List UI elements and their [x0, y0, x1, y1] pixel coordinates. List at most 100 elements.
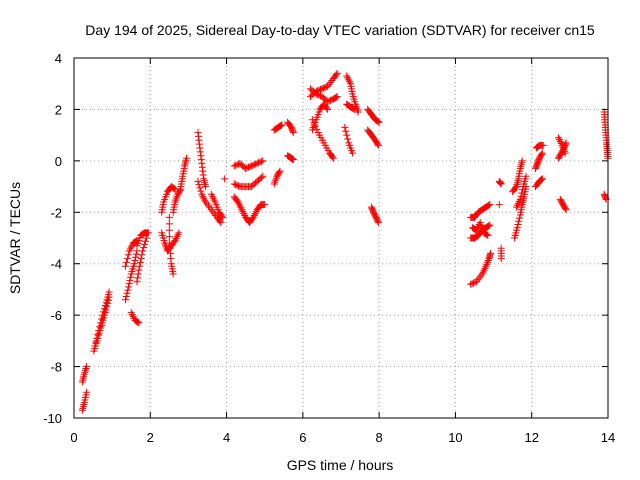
- data-point: [99, 311, 107, 319]
- data-point: [289, 129, 297, 137]
- data-point: [487, 249, 495, 257]
- data-point: [517, 192, 525, 200]
- data-point: [131, 257, 139, 264]
- data-point: [538, 176, 546, 183]
- data-point: [91, 342, 99, 350]
- data-point: [278, 121, 286, 129]
- data-point: [497, 255, 505, 263]
- data-points: [78, 69, 612, 414]
- data-point: [374, 141, 382, 149]
- data-point: [515, 217, 523, 225]
- data-point: [344, 135, 352, 143]
- data-point: [314, 91, 322, 99]
- data-point: [138, 251, 146, 259]
- data-point: [561, 204, 569, 212]
- data-point: [345, 76, 353, 84]
- y-tick-label: 2: [55, 102, 62, 117]
- data-point: [141, 240, 149, 248]
- data-point: [316, 86, 324, 93]
- data-point: [242, 165, 250, 173]
- data-point: [516, 214, 524, 222]
- data-point: [121, 296, 129, 304]
- data-point: [495, 201, 503, 209]
- data-point: [130, 260, 138, 268]
- data-point: [519, 186, 527, 194]
- data-point: [277, 122, 285, 129]
- data-point: [81, 366, 89, 374]
- data-point: [255, 159, 263, 167]
- data-point: [196, 184, 204, 192]
- y-tick-label: 0: [55, 154, 62, 169]
- data-point: [257, 158, 265, 165]
- data-point: [125, 280, 133, 288]
- data-point: [200, 194, 208, 202]
- data-point: [135, 266, 143, 274]
- data-point: [259, 172, 267, 180]
- data-point: [183, 154, 191, 162]
- data-point: [176, 186, 184, 194]
- data-point: [562, 206, 570, 214]
- y-tick-label: -4: [50, 257, 62, 272]
- data-point: [135, 319, 143, 327]
- data-point: [486, 221, 494, 229]
- data-point: [134, 274, 142, 282]
- data-point: [484, 231, 492, 239]
- data-point: [512, 184, 520, 192]
- data-point: [165, 220, 173, 228]
- data-point: [169, 270, 177, 278]
- data-point: [342, 127, 350, 135]
- data-point: [374, 118, 382, 126]
- x-tick-label: 0: [70, 430, 77, 445]
- data-point: [513, 224, 521, 232]
- data-point: [319, 84, 327, 92]
- data-point: [324, 105, 332, 113]
- data-point: [80, 370, 88, 378]
- data-point: [122, 258, 130, 266]
- data-point: [333, 69, 341, 77]
- data-point: [101, 305, 109, 313]
- data-point: [93, 334, 101, 342]
- data-point: [197, 187, 205, 195]
- x-tick-label: 14: [601, 430, 615, 445]
- data-point: [132, 253, 140, 261]
- data-point: [325, 97, 333, 105]
- data-point: [289, 156, 297, 164]
- data-point: [133, 278, 141, 286]
- data-point: [170, 185, 178, 192]
- data-point: [127, 273, 135, 281]
- data-point: [538, 149, 546, 157]
- data-point: [486, 201, 494, 209]
- data-point: [246, 163, 254, 171]
- data-point: [82, 365, 90, 372]
- data-point: [538, 175, 546, 183]
- data-point: [329, 154, 337, 162]
- data-point: [234, 182, 242, 190]
- data-point: [144, 229, 152, 237]
- data-point: [134, 318, 142, 326]
- data-point: [374, 217, 382, 225]
- data-point: [125, 283, 133, 291]
- data-point: [219, 213, 227, 221]
- data-point: [81, 368, 89, 376]
- data-point: [261, 201, 269, 209]
- data-point: [333, 93, 341, 101]
- data-point: [83, 388, 91, 396]
- data-point: [332, 93, 340, 101]
- data-point: [324, 98, 332, 106]
- data-point: [374, 219, 382, 227]
- data-point: [230, 180, 238, 188]
- data-point: [98, 315, 106, 323]
- data-point: [483, 231, 491, 239]
- data-point: [134, 270, 142, 278]
- x-tick-label: 6: [299, 430, 306, 445]
- data-point: [140, 244, 148, 252]
- data-point: [175, 229, 183, 237]
- data-point: [522, 172, 530, 180]
- data-point: [136, 262, 144, 270]
- data-point: [323, 104, 331, 112]
- grid-lines: [74, 58, 608, 418]
- data-point: [95, 327, 103, 335]
- data-point: [232, 181, 240, 189]
- data-point: [257, 174, 265, 182]
